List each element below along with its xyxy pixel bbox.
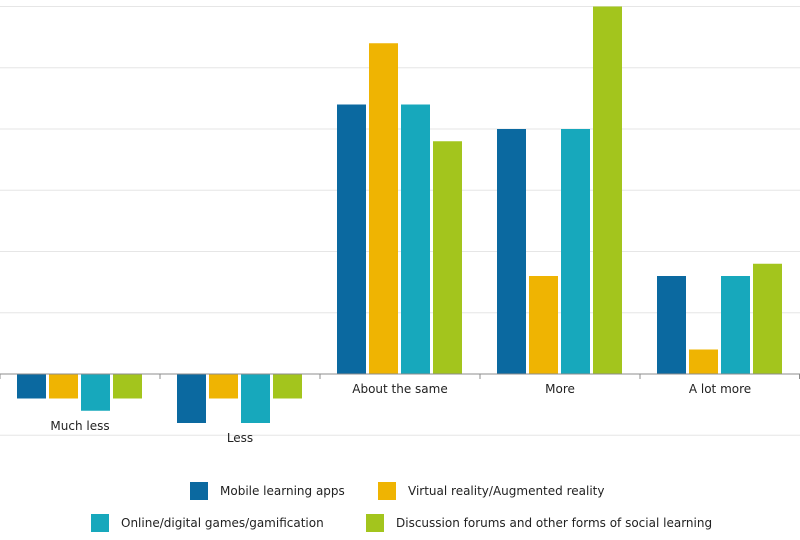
legend-label: Discussion forums and other forms of soc… [396,516,713,530]
bar-more-series-2 [561,129,590,374]
legend-label: Virtual reality/Augmented reality [408,484,605,498]
bar-about-the-same-series-2 [401,104,430,374]
gridlines [0,6,800,436]
bar-about-the-same-series-3 [433,141,462,374]
legend-item-mobile-learning-apps: Mobile learning apps [190,482,345,500]
bar-more-series-0 [497,129,526,374]
category-label: A lot more [688,382,752,396]
bar-about-the-same-series-1 [369,43,398,374]
bar-more-series-1 [529,276,558,374]
legend-swatch [190,482,208,500]
category-label: About the same [352,382,448,396]
bar-about-the-same-series-0 [337,104,366,374]
category-label: Less [226,431,254,445]
bar-chart [0,6,800,436]
bar-a-lot-more-series-1 [689,349,718,374]
legend-swatch [366,514,384,532]
bar-much-less-series-2 [81,374,110,411]
bar-a-lot-more-series-2 [721,276,750,374]
legend-item-online-games: Online/digital games/gamification [91,514,324,532]
bar-less-series-0 [177,374,206,423]
bar-much-less-series-1 [49,374,78,399]
legend-item-discussion-forums: Discussion forums and other forms of soc… [366,514,712,532]
bar-less-series-2 [241,374,270,423]
bar-less-series-1 [209,374,238,399]
legend-item-virtual-reality: Virtual reality/Augmented reality [378,482,604,500]
bar-a-lot-more-series-3 [753,263,782,374]
bars [17,6,782,423]
bar-much-less-series-0 [17,374,46,399]
bar-less-series-3 [273,374,302,399]
legend-label: Mobile learning apps [220,484,345,498]
legend-swatch [91,514,109,532]
category-label: More [545,382,575,396]
legend-label: Online/digital games/gamification [121,516,324,530]
bar-a-lot-more-series-0 [657,276,686,374]
bar-more-series-3 [593,6,622,374]
category-label: Much less [50,418,110,433]
bar-much-less-series-3 [113,374,142,399]
legend-swatch [378,482,396,500]
